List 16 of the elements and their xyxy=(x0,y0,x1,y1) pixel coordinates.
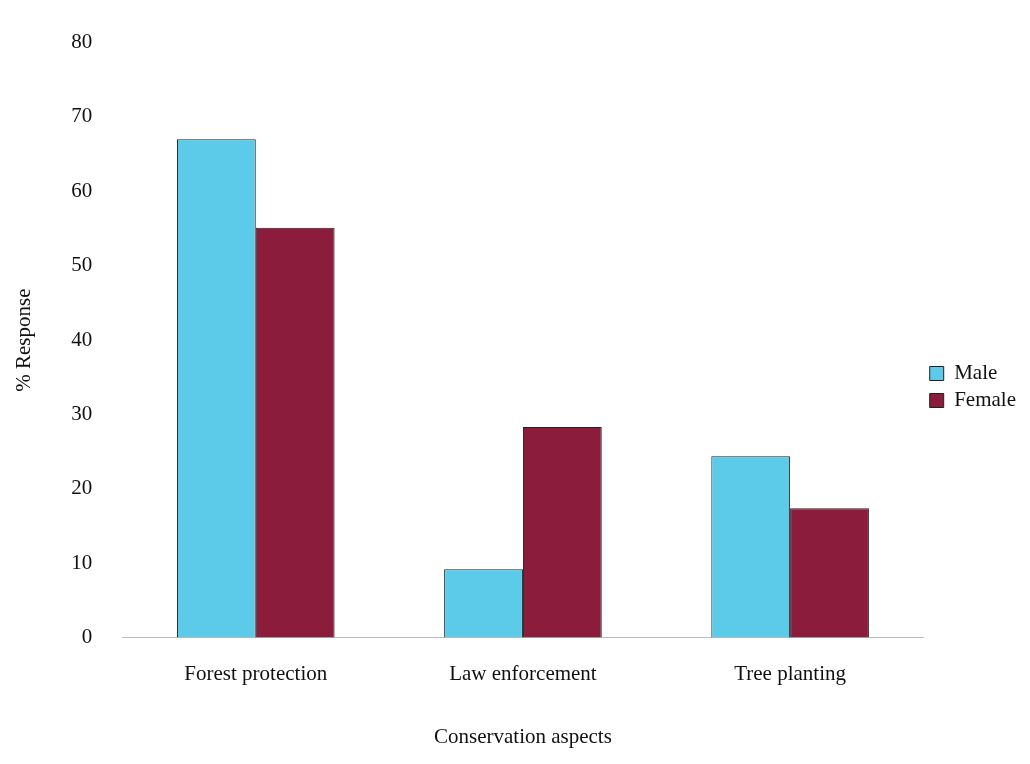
y-tick-label: 20 xyxy=(71,475,93,500)
y-tick-label: 0 xyxy=(81,624,93,649)
y-tick-label: 50 xyxy=(71,252,93,277)
x-axis-title: Conservation aspects xyxy=(434,723,612,748)
y-tick-label: 30 xyxy=(71,400,93,425)
y-tick-label: 40 xyxy=(71,326,93,351)
legend-label: Male xyxy=(954,360,998,385)
x-tick-label: Forest protection xyxy=(184,660,328,685)
legend-label: Female xyxy=(954,387,1016,412)
y-axis-title: % Response xyxy=(11,288,36,392)
x-tick-label: Tree planting xyxy=(734,660,847,685)
x-tick-label: Law enforcement xyxy=(449,660,597,685)
y-tick-label: 10 xyxy=(71,549,93,574)
y-tick-label: 80 xyxy=(71,29,93,54)
y-tick-label: 70 xyxy=(71,103,93,128)
y-tick-label: 60 xyxy=(71,177,93,202)
